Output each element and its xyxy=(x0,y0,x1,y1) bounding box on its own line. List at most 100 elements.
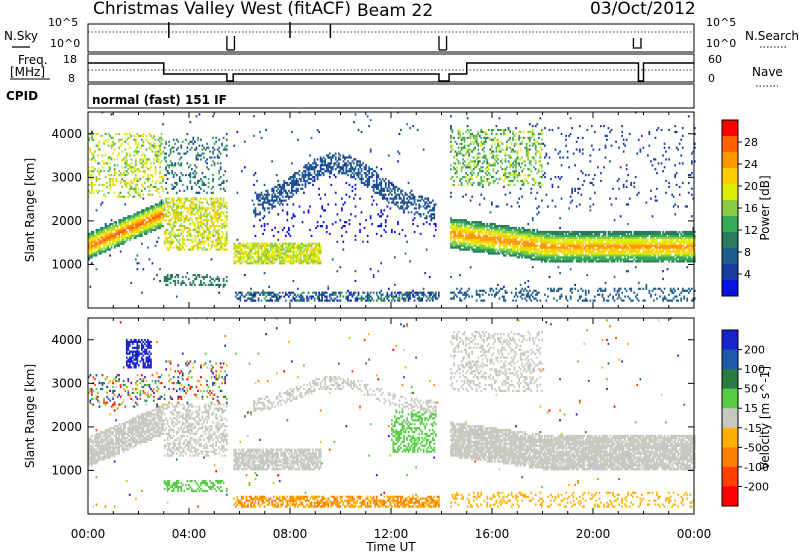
heatmap-cell xyxy=(92,156,95,159)
heatmap-cell xyxy=(124,162,127,165)
heatmap-cell xyxy=(169,150,172,153)
heatmap-cell xyxy=(177,207,180,210)
heatmap-cell xyxy=(263,254,266,257)
heatmap-cell xyxy=(115,240,117,243)
heatmap-cell xyxy=(183,217,186,220)
heatmap-cell xyxy=(460,234,463,237)
heatmap-cell xyxy=(354,234,357,237)
heatmap-cell xyxy=(284,242,287,245)
heatmap-cell xyxy=(131,187,134,190)
heatmap-cell xyxy=(147,179,149,183)
heatmap-cell xyxy=(186,207,189,210)
heatmap-cell xyxy=(194,205,196,208)
heatmap-cell xyxy=(138,215,140,218)
heatmap-cell xyxy=(469,128,472,132)
heatmap-cell xyxy=(519,252,522,255)
heatmap-cell xyxy=(266,252,269,255)
heatmap-cell xyxy=(288,254,290,257)
heatmap-cell xyxy=(491,293,493,296)
heatmap-cell xyxy=(378,189,381,192)
heatmap-cell xyxy=(274,299,276,302)
heatmap-cell xyxy=(357,128,360,132)
heatmap-cell xyxy=(278,250,281,253)
heatmap-cell xyxy=(457,183,460,186)
heatmap-cell xyxy=(477,232,480,235)
heatmap-cell xyxy=(518,228,520,232)
heatmap-cell xyxy=(304,166,307,169)
heatmap-cell xyxy=(98,248,101,251)
heatmap-cell xyxy=(159,136,161,139)
heatmap-cell xyxy=(469,164,472,167)
heatmap-cell xyxy=(310,242,313,245)
heatmap-cell xyxy=(460,244,463,247)
heatmap-cell xyxy=(501,287,504,290)
heatmap-cell xyxy=(341,172,343,175)
heatmap-cell xyxy=(518,164,520,167)
heatmap-cell xyxy=(294,179,296,183)
heatmap-cell xyxy=(148,142,151,145)
heatmap-cell xyxy=(350,299,352,302)
heatmap-cell xyxy=(204,230,207,234)
heatmap-cell xyxy=(319,299,322,302)
heatmap-cell xyxy=(98,246,101,249)
heatmap-cell xyxy=(328,176,331,179)
heatmap-cell xyxy=(350,168,352,171)
heatmap-cell xyxy=(333,291,336,294)
heatmap-cell xyxy=(125,230,128,234)
heatmap-cell xyxy=(334,291,337,294)
heatmap-cell xyxy=(124,223,127,226)
heatmap-cell xyxy=(486,248,489,251)
heatmap-cell xyxy=(159,211,161,214)
heatmap-cell xyxy=(257,213,260,216)
heatmap-cell xyxy=(213,213,216,216)
heatmap-cell xyxy=(495,242,498,245)
heatmap-cell xyxy=(194,170,196,173)
heatmap-cell xyxy=(147,221,149,224)
heatmap-cell xyxy=(416,225,419,228)
heatmap-cell xyxy=(500,232,502,235)
heatmap-cell xyxy=(189,181,192,185)
heatmap-cell xyxy=(489,250,492,253)
heatmap-cell xyxy=(112,240,114,243)
heatmap-cell xyxy=(272,246,275,249)
heatmap-cell xyxy=(460,226,463,230)
heatmap-cell xyxy=(321,172,323,175)
heatmap-cell xyxy=(115,232,117,235)
noise-tick-right-bottom: 10^0 xyxy=(706,37,736,50)
heatmap-cell xyxy=(197,234,199,237)
heatmap-cell xyxy=(339,154,342,157)
heatmap-cell xyxy=(274,193,276,196)
heatmap-cell xyxy=(509,154,511,157)
heatmap-cell xyxy=(160,136,163,139)
heatmap-cell xyxy=(468,130,470,134)
heatmap-cell xyxy=(191,248,193,251)
heatmap-cell xyxy=(453,168,455,171)
heatmap-cell xyxy=(98,183,101,186)
heatmap-cell xyxy=(484,236,487,239)
heatmap-cell xyxy=(309,250,311,253)
heatmap-cell xyxy=(451,223,454,226)
heatmap-cell xyxy=(477,144,480,147)
heatmap-cell xyxy=(97,234,99,237)
heatmap-cell xyxy=(498,236,501,239)
heatmap-cell xyxy=(286,211,289,214)
heatmap-cell xyxy=(189,248,192,251)
heatmap-cell xyxy=(118,238,120,241)
heatmap-cell xyxy=(469,168,472,171)
heatmap-cell xyxy=(254,234,257,237)
heatmap-cell xyxy=(244,256,246,259)
heatmap-cell xyxy=(297,183,299,186)
heatmap-cell xyxy=(115,221,117,224)
heatmap-cell xyxy=(483,142,486,145)
heatmap-cell xyxy=(268,244,270,247)
heatmap-cell xyxy=(266,189,269,192)
heatmap-cell xyxy=(119,144,122,147)
heatmap-cell xyxy=(380,189,383,192)
heatmap-cell xyxy=(154,144,157,147)
heatmap-cell xyxy=(148,158,151,161)
heatmap-cell xyxy=(289,293,292,296)
heatmap-cell xyxy=(180,232,183,235)
heatmap-cell xyxy=(150,205,152,208)
heatmap-cell xyxy=(88,170,90,173)
heatmap-cell xyxy=(434,291,437,294)
